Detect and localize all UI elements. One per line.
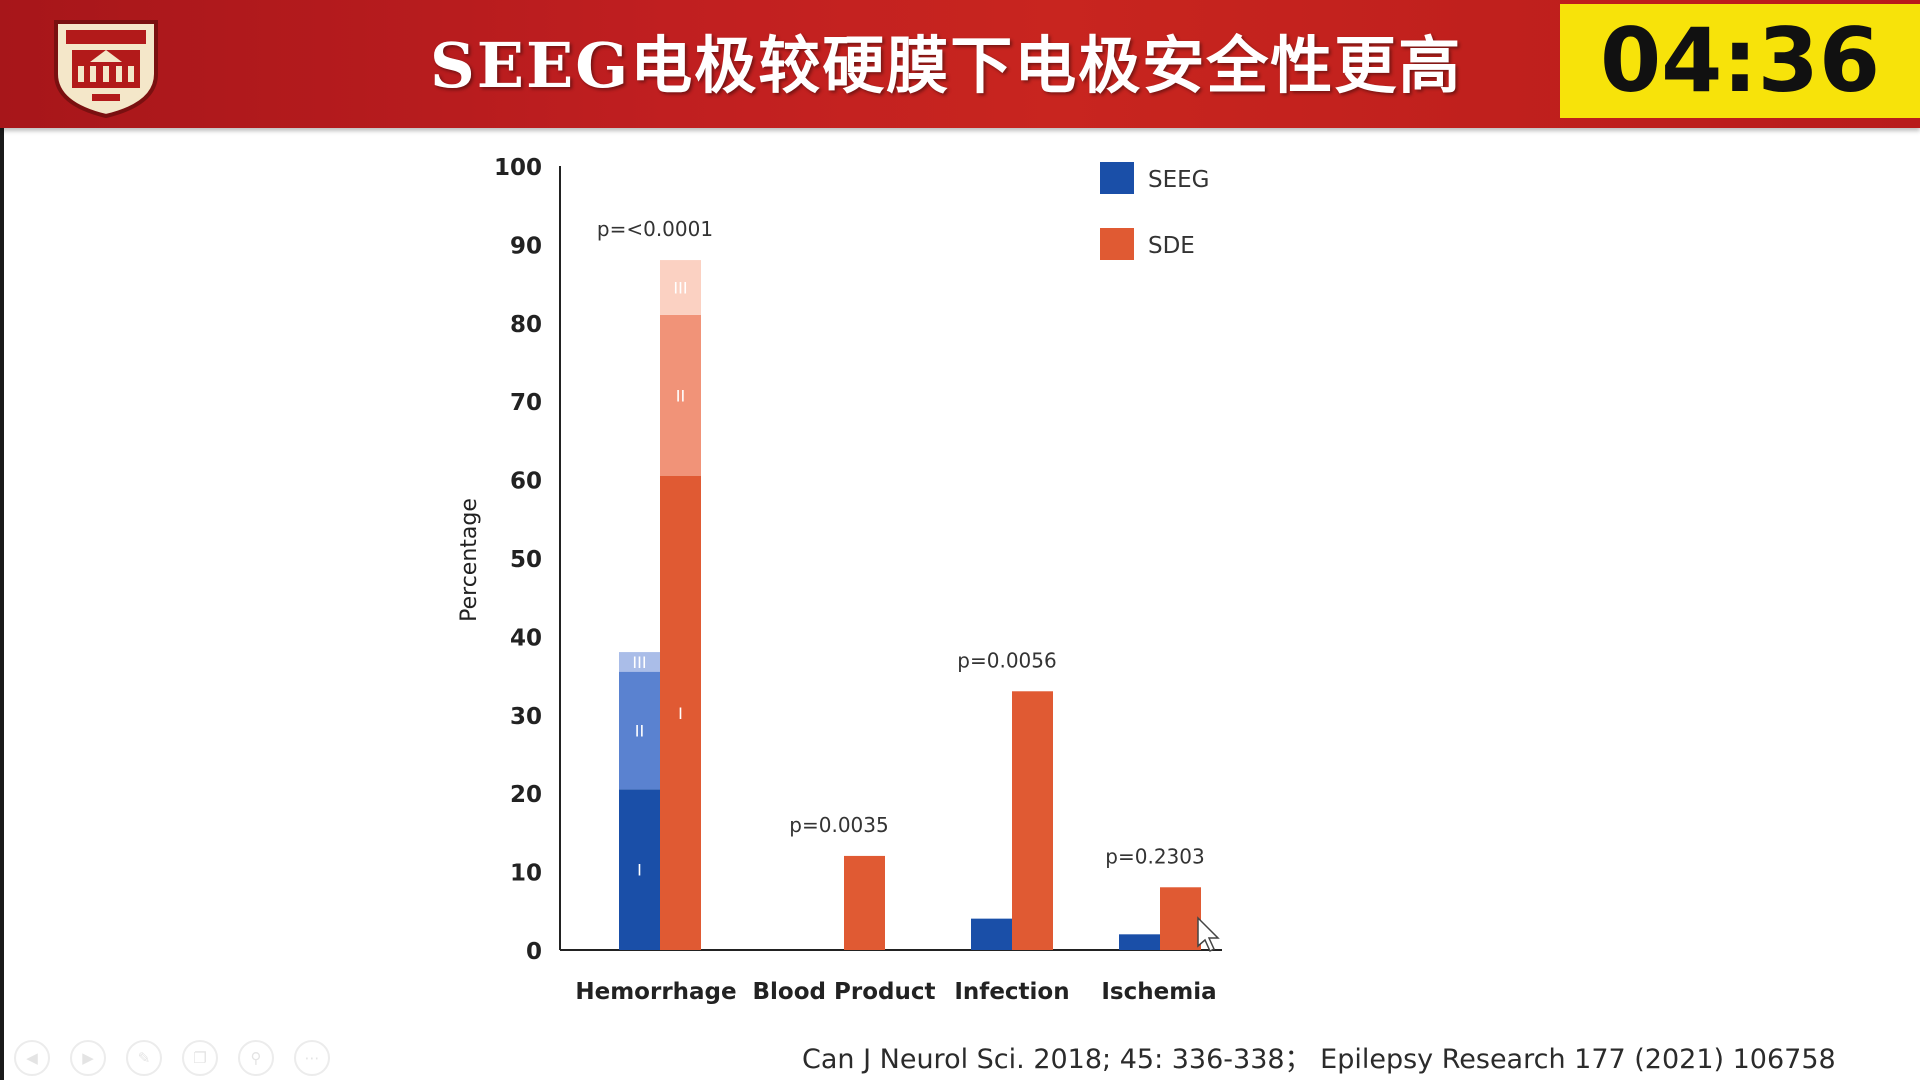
- legend-swatch-sde: [1100, 228, 1134, 260]
- p-value-annotation: p=0.0035: [789, 813, 888, 837]
- window-left-edge: [0, 0, 4, 1080]
- y-tick-label: 30: [510, 704, 542, 730]
- y-tick-label: 0: [526, 939, 542, 965]
- bar-sde-infection: [1012, 691, 1053, 950]
- y-axis-title: Percentage: [457, 498, 482, 622]
- slide-title: SEEG电极较硬膜下电极安全性更高: [430, 29, 1463, 102]
- x-tick-label: Blood Product: [753, 979, 936, 1005]
- mouse-cursor-icon: [1197, 916, 1220, 953]
- y-tick-label: 60: [510, 469, 542, 495]
- bar-sde-blood-product: [844, 855, 885, 950]
- p-value-annotation: p=<0.0001: [597, 217, 713, 241]
- bar-seeg-ischemia: [1119, 934, 1160, 950]
- more-icon[interactable]: ⋯: [294, 1040, 330, 1076]
- y-tick-label: 100: [494, 155, 542, 181]
- legend-label-seeg: SEEG: [1148, 167, 1210, 193]
- y-tick-label: 50: [510, 547, 542, 573]
- bar-grade-label: I: [637, 861, 642, 880]
- p-value-annotation: p=0.0056: [957, 648, 1056, 672]
- bar-grade-label: II: [676, 386, 685, 405]
- zoom-icon[interactable]: ⚲: [238, 1040, 274, 1076]
- bar-segment-seeg-grade-i: [619, 789, 660, 950]
- x-tick-label: Infection: [954, 979, 1069, 1005]
- x-tick-label: Hemorrhage: [575, 979, 736, 1005]
- bar-grade-label: III: [632, 653, 646, 672]
- bar-seeg-infection: [971, 918, 1012, 950]
- bar-segment-sde-grade-iii: [660, 260, 701, 315]
- countdown-timer: 04:36: [1560, 4, 1920, 118]
- bar-grade-label: III: [673, 279, 687, 298]
- p-value-annotation: p=0.2303: [1105, 844, 1204, 868]
- legend-label-sde: SDE: [1148, 233, 1195, 259]
- y-tick-label: 40: [510, 625, 542, 651]
- timer-text: 04:36: [1599, 9, 1881, 112]
- y-tick-label: 90: [510, 233, 542, 259]
- y-tick-label: 80: [510, 312, 542, 338]
- bar-sde-ischemia: [1160, 887, 1201, 950]
- bar-grade-label: I: [678, 704, 683, 723]
- legend-swatch-seeg: [1100, 162, 1134, 194]
- citation: Can J Neurol Sci. 2018; 45: 336-338； Epi…: [802, 1044, 1836, 1075]
- bar-segment-seeg-grade-ii: [619, 671, 660, 790]
- pen-icon[interactable]: ✎: [126, 1040, 162, 1076]
- bar-segment-sde-grade-i: [660, 475, 701, 950]
- next-icon[interactable]: ▶: [70, 1040, 106, 1076]
- y-tick-label: 10: [510, 861, 542, 887]
- hospital-crest-icon: [54, 20, 158, 119]
- x-tick-label: Ischemia: [1101, 979, 1216, 1005]
- bar-segment-sde-grade-ii: [660, 314, 701, 476]
- bar-grade-label: II: [635, 721, 644, 740]
- y-tick-label: 20: [510, 782, 542, 808]
- copy-icon[interactable]: ❐: [182, 1040, 218, 1076]
- prev-icon[interactable]: ◀: [14, 1040, 50, 1076]
- bar-segment-seeg-grade-iii: [619, 652, 660, 672]
- y-tick-label: 70: [510, 390, 542, 416]
